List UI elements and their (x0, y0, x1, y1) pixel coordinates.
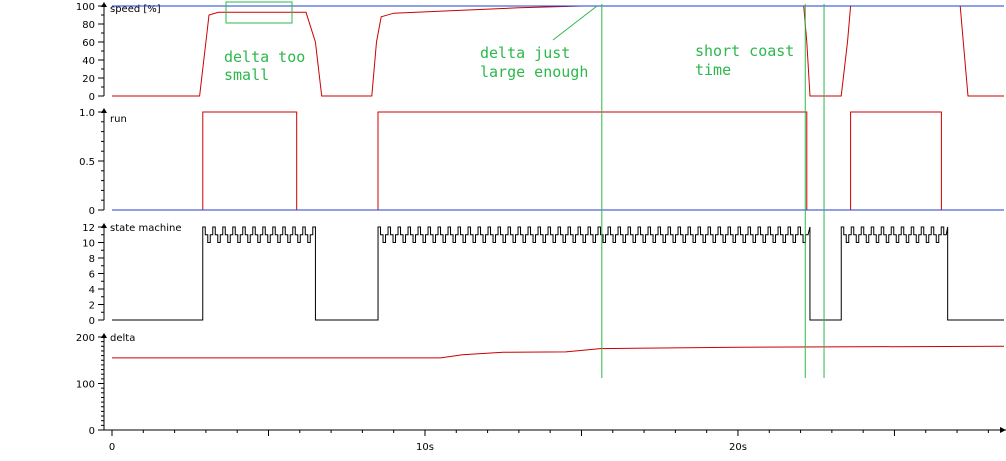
y-tick-label: 100 (76, 380, 95, 391)
delta-too-small-highlight-box (225, 1, 293, 24)
vertical-markers (601, 4, 825, 378)
y-tick-label: 6 (89, 270, 95, 281)
y-tick-label: 0 (89, 316, 95, 327)
y-tick-label: 8 (89, 254, 95, 265)
y-tick-label: 12 (82, 223, 95, 234)
x-tick-label: 0 (109, 442, 115, 453)
y-tick-label: 0 (89, 206, 95, 217)
y-tick-label: 80 (82, 20, 95, 31)
y-tick-label: 0 (89, 426, 95, 437)
annotations: delta too small delta just large enough … (224, 1, 794, 84)
series-speed-line-0 (112, 5, 1004, 97)
x-axis-arrow-icon (1000, 427, 1006, 433)
y-tick-label: 10 (82, 239, 95, 250)
panel-label-run: run (110, 114, 127, 125)
panel-delta: delta 200 100 0 0 10s 20s (76, 333, 1006, 453)
panel-label-state-machine: state machine (110, 223, 181, 234)
y-tick-label: 2 (89, 301, 95, 312)
annotation-delta-too-small-line-1: delta too (224, 48, 305, 66)
annotation-short-coast-time-line-2: time (695, 61, 731, 79)
y-tick-label: 1.0 (79, 108, 95, 119)
y-tick-label: 4 (89, 285, 95, 296)
y-tick-label: 200 (76, 333, 95, 344)
annotation-delta-too-small-line-2: small (224, 66, 269, 84)
y-tick-label: 0.5 (79, 157, 95, 168)
y-tick-label: 40 (82, 56, 95, 67)
annotation-delta-just-large-enough-line-2: large enough (480, 63, 588, 81)
x-tick-label: 10s (416, 442, 434, 453)
annotation-delta-just-large-enough-line-1: delta just (480, 44, 570, 62)
panel-label-delta: delta (110, 333, 135, 344)
delta-just-large-enough-pointer (552, 5, 598, 41)
x-tick-label: 20s (729, 442, 747, 453)
y-tick-label: 0 (89, 92, 95, 103)
panel-label-speed: speed [%] (110, 4, 161, 15)
y-tick-label: 20 (82, 74, 95, 85)
y-tick-label: 100 (76, 2, 95, 13)
series-run-line-0 (112, 111, 1004, 211)
y-tick-label: 60 (82, 38, 95, 49)
series-state-machine-line (112, 226, 1004, 321)
panel-state-machine: state machine 12 10 8 6 4 2 0 (82, 223, 1004, 327)
panel-run: run 1.0 0.5 0 (79, 108, 1004, 217)
annotation-short-coast-time-line-1: short coast (695, 42, 794, 60)
series-delta-line-0 (112, 345, 1005, 359)
panel-speed: speed [%] 100 80 60 40 20 0 (76, 2, 1004, 103)
